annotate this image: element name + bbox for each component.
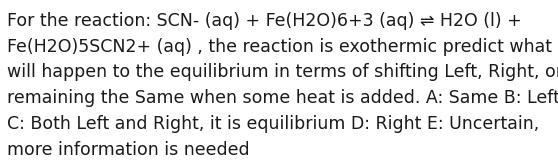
Text: Fe(H2O)5SCN2+ (aq) , the reaction is exothermic predict what: Fe(H2O)5SCN2+ (aq) , the reaction is exo… bbox=[7, 38, 552, 56]
Text: C: Both Left and Right, it is equilibrium D: Right E: Uncertain,: C: Both Left and Right, it is equilibriu… bbox=[7, 115, 539, 133]
Text: more information is needed: more information is needed bbox=[7, 141, 249, 159]
Text: For the reaction: SCN- (aq) + Fe(H2O)6+3 (aq) ⇌ H2O (l) +: For the reaction: SCN- (aq) + Fe(H2O)6+3… bbox=[7, 12, 521, 30]
Text: remaining the Same when some heat is added. A: Same B: Left: remaining the Same when some heat is add… bbox=[7, 89, 558, 107]
Text: will happen to the equilibrium in terms of shifting Left, Right, or: will happen to the equilibrium in terms … bbox=[7, 63, 558, 81]
